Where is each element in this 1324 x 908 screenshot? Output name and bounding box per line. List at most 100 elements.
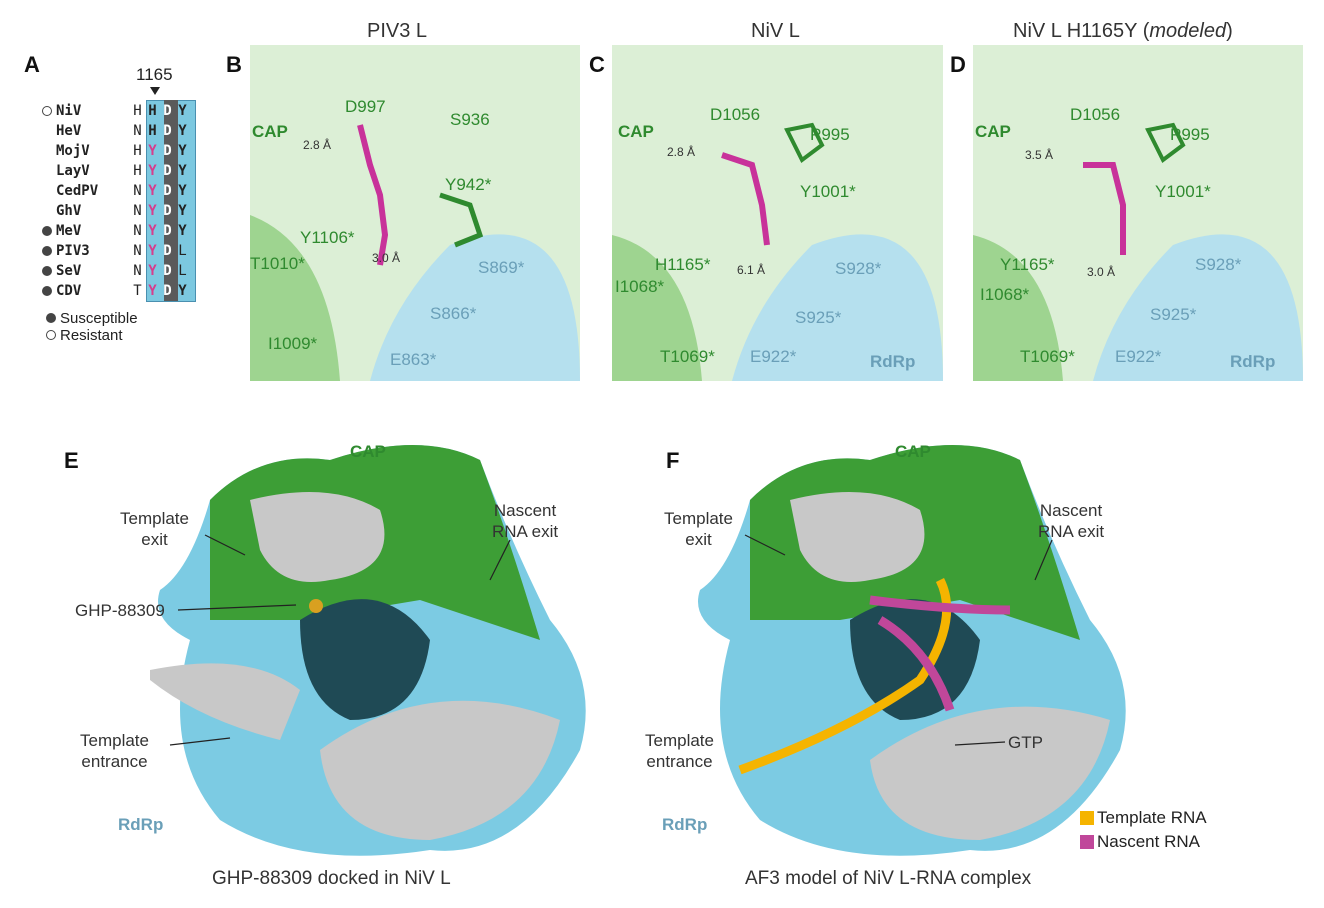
label-residue: S925* — [795, 308, 842, 327]
label-distance: 3.5 Å — [1025, 148, 1054, 162]
label-cap: CAP — [618, 122, 654, 141]
label-residue: S928* — [835, 259, 882, 278]
panel-d-title: NiV L H1165Y (modeled) — [1013, 20, 1233, 43]
label-residue: E863* — [390, 350, 437, 369]
position-label: 1165 — [136, 65, 173, 84]
residue: L — [178, 243, 187, 259]
residue: N — [133, 123, 142, 139]
label-residue: S925* — [1150, 305, 1197, 324]
residue: D — [163, 243, 172, 259]
panel-c-structure — [612, 45, 943, 381]
label-cap: CAP — [975, 122, 1011, 141]
residue: Y — [148, 283, 157, 299]
residue: D — [163, 203, 172, 219]
virus-name: MojV — [56, 143, 90, 159]
virus-name: GhV — [56, 203, 82, 219]
panel-label-f: F — [666, 448, 680, 473]
residue: Y — [148, 223, 157, 239]
panel-label-e: E — [64, 448, 79, 473]
label-compound: GHP-88309 — [75, 601, 165, 620]
virus-name: CedPV — [56, 183, 99, 199]
text: Template — [80, 731, 149, 750]
spacer — [42, 206, 52, 216]
panel-label-a: A — [24, 52, 40, 77]
label-residue: S869* — [478, 258, 525, 277]
legend-resistant-label: Resistant — [60, 327, 123, 344]
legend-label: Template RNA — [1097, 808, 1207, 827]
label-cap: CAP — [252, 122, 288, 141]
spacer — [42, 146, 52, 156]
legend-susceptible: Susceptible — [46, 310, 138, 327]
legend-swatch — [1080, 811, 1094, 825]
residue: T — [133, 283, 142, 299]
surface-renders — [150, 445, 1126, 856]
residue: D — [163, 263, 172, 279]
label-nascent-exit: Nascent RNA exit — [492, 500, 558, 542]
label-residue: Y1106* — [300, 228, 355, 247]
alignment-row: CDV T Y D Y — [42, 281, 190, 301]
text: exit — [685, 530, 712, 549]
label-distance: 2.8 Å — [303, 138, 332, 152]
label-template-entrance: Template entrance — [645, 730, 714, 772]
legend-resistant: Resistant — [46, 327, 123, 344]
title-end: ) — [1226, 20, 1233, 42]
residue: Y — [178, 123, 187, 139]
residue: N — [133, 263, 142, 279]
spacer — [42, 126, 52, 136]
residue: Y — [148, 163, 157, 179]
panel-e-surface — [150, 445, 586, 856]
label-residue: E922* — [1115, 347, 1162, 366]
filled-circle-icon — [46, 313, 56, 323]
label-residue: I1068* — [980, 285, 1030, 304]
text: Nascent — [1039, 501, 1103, 520]
label-template-exit: Template exit — [120, 508, 189, 550]
label-residue: H1165* — [655, 255, 711, 274]
residue: Y — [148, 203, 157, 219]
residue: N — [133, 243, 142, 259]
residue: Y — [148, 243, 157, 259]
title-text: NiV L H1165Y ( — [1013, 20, 1150, 42]
legend-susceptible-label: Susceptible — [60, 310, 138, 327]
label-residue: D997 — [345, 97, 386, 116]
residue: D — [163, 143, 172, 159]
alignment-row: LayV H Y D Y — [42, 161, 190, 181]
label-rdrp: RdRp — [1230, 352, 1276, 371]
legend-swatch — [1080, 835, 1094, 849]
panel-label-b: B — [226, 52, 242, 77]
caption-f: AF3 model of NiV L-RNA complex — [745, 868, 1032, 889]
label-residue: P995 — [810, 125, 850, 144]
panel-f-surface — [698, 445, 1126, 856]
alignment-row: PIV3 N Y D L — [42, 241, 190, 261]
text: Template — [664, 509, 733, 528]
label-residue: E922* — [750, 347, 797, 366]
residue: Y — [178, 203, 187, 219]
residue: H — [133, 103, 142, 119]
label-nascent-exit: Nascent RNA exit — [1038, 500, 1104, 542]
filled-circle-icon — [42, 246, 52, 256]
text: Template — [120, 509, 189, 528]
panel-b-title: PIV3 L — [367, 20, 428, 42]
text: RNA exit — [492, 522, 559, 541]
residue: D — [163, 103, 172, 119]
residue: Y — [148, 183, 157, 199]
sequence-alignment: NiV H H D Y HeV N H D Y MojV H Y D Y LayV H Y D Y CedPV N Y D Y G… — [42, 98, 202, 303]
alignment-row: CedPV N Y D Y — [42, 181, 190, 201]
residue: H — [133, 143, 142, 159]
caption-e: GHP-88309 docked in NiV L — [212, 868, 451, 889]
spacer — [42, 186, 52, 196]
label-residue: S928* — [1195, 255, 1242, 274]
structure-render — [250, 124, 580, 381]
residue: D — [163, 163, 172, 179]
label-residue: Y942* — [445, 175, 492, 194]
text: exit — [141, 530, 168, 549]
panel-label-c: C — [589, 52, 605, 77]
residue: D — [163, 283, 172, 299]
text: RNA exit — [1038, 522, 1105, 541]
open-circle-icon — [42, 106, 52, 116]
label-template-entrance: Template entrance — [80, 730, 149, 772]
residue: Y — [178, 183, 187, 199]
residue: N — [133, 203, 142, 219]
alignment-row: HeV N H D Y — [42, 121, 190, 141]
label-residue: S866* — [430, 304, 477, 323]
